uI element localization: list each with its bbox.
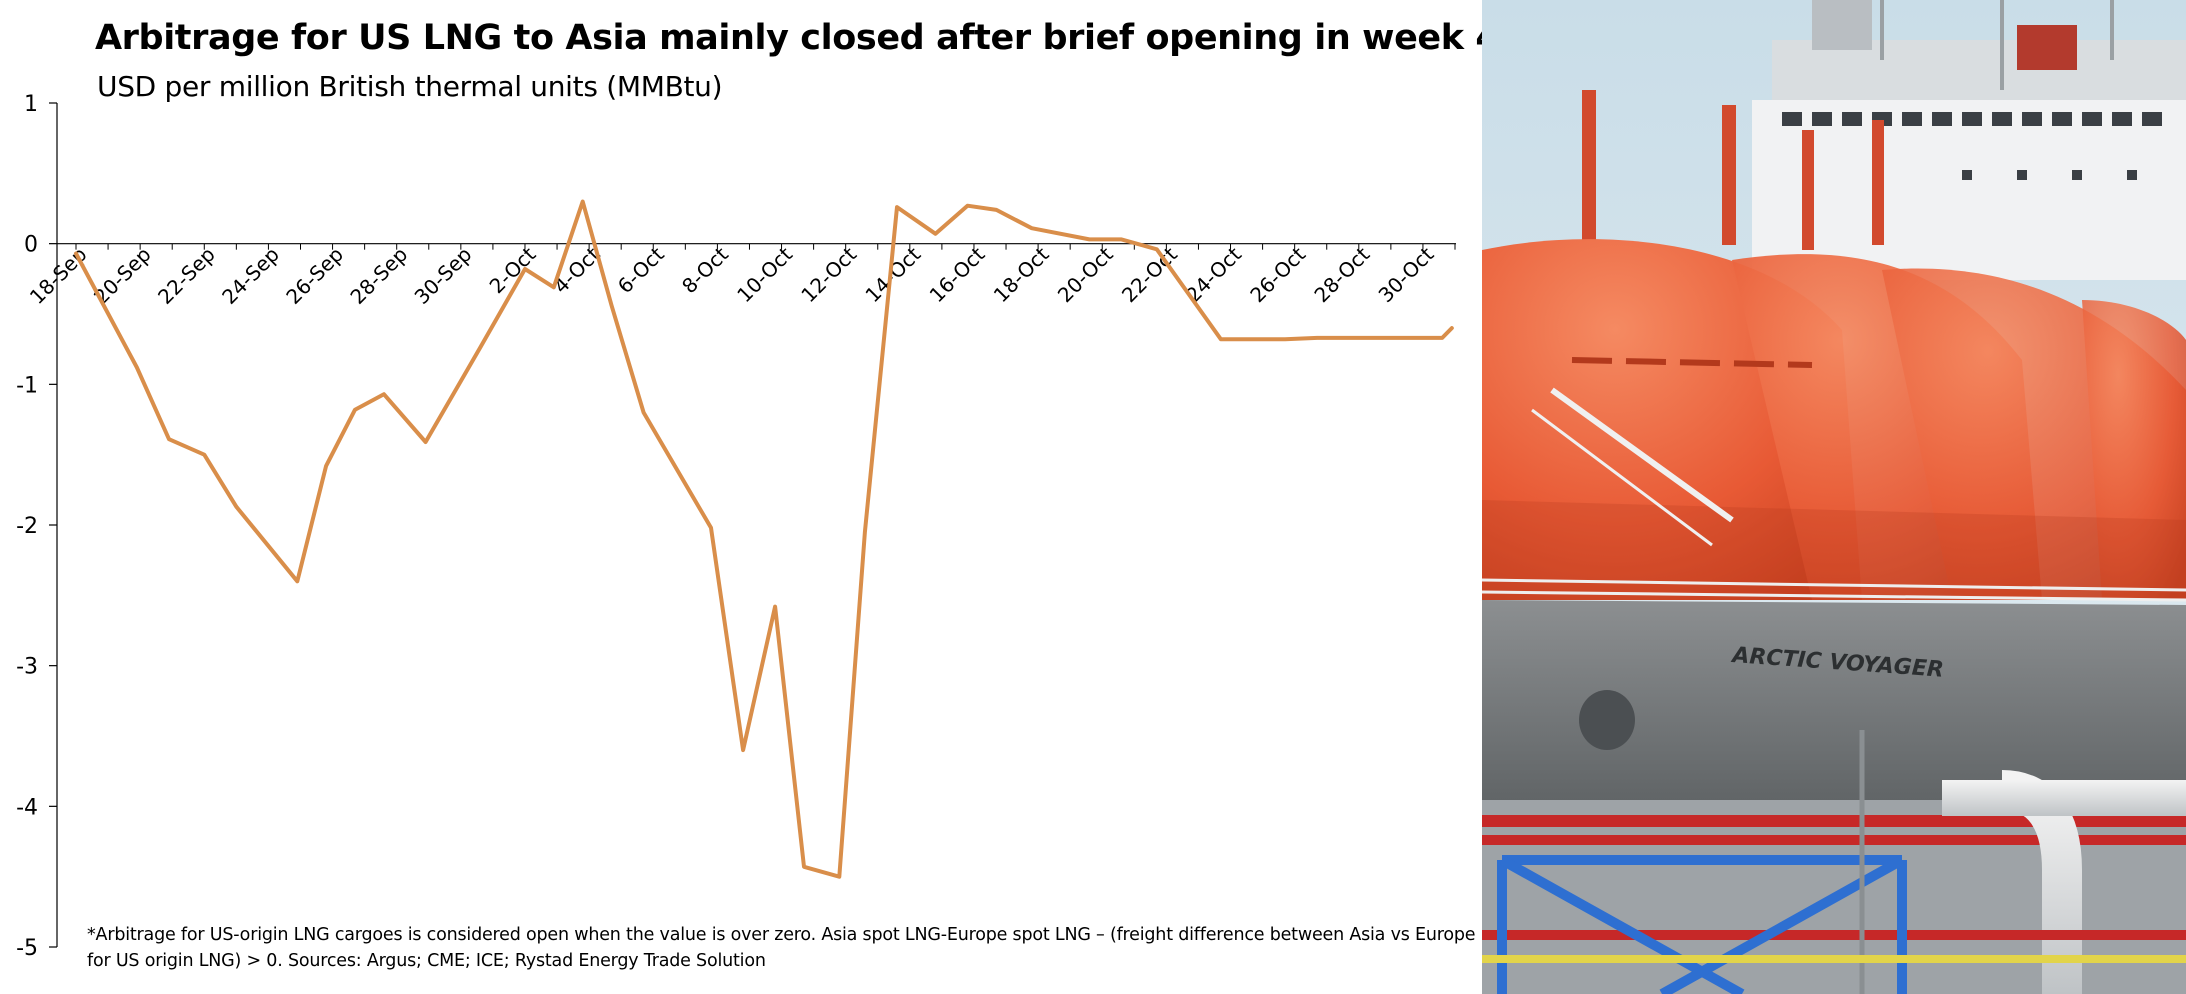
chart-subtitle: USD per million British thermal units (M… [97,70,723,103]
x-tick-label: 24-Sep [217,242,284,309]
x-tick-label: 6-Oct [613,242,669,298]
x-tick-label: 8-Oct [677,242,733,298]
y-tick-label: -2 [16,514,38,539]
series-line [74,199,1454,879]
x-tick-label: 22-Sep [153,242,220,309]
chart-title: Arbitrage for US LNG to Asia mainly clos… [95,18,1542,58]
chart-footnote: *Arbitrage for US-origin LNG cargoes is … [87,925,1476,971]
lng-ship-illustration: ARCTIC VOYAGER [1482,0,2186,994]
x-tick-label: 18-Oct [989,242,1054,307]
y-tick-label: -5 [16,936,38,961]
x-tick-label: 22-Oct [1117,242,1182,307]
x-tick-label: 28-Sep [346,242,413,309]
x-tick-label: 30-Sep [410,242,477,309]
x-tick-label: 12-Oct [796,242,861,307]
x-tick-label: 20-Oct [1053,242,1118,307]
y-tick-label: -1 [16,373,38,398]
x-tick-label: 26-Oct [1245,242,1310,307]
x-tick-label: 10-Oct [732,242,797,307]
line-chart: 10-1-2-3-4-518-Sep20-Sep22-Sep24-Sep26-S… [16,92,1456,961]
lng-carrier-photo: ARCTIC VOYAGER [1482,0,2186,994]
chart-area: 1 0 -1 -2 -3 -4 -5 18-Sep 20-Sep 22-Sep 24-Sep 26-S… [16,18,1542,971]
x-tick-label: 28-Oct [1309,242,1374,307]
y-tick-label: -3 [16,655,38,680]
y-tick-label: 0 [24,233,38,258]
x-tick-label: 16-Oct [925,242,990,307]
y-tick-label: 1 [24,92,38,117]
x-tick-label: 26-Sep [281,242,348,309]
x-tick-label: 30-Oct [1374,242,1439,307]
y-tick-label: -4 [16,795,38,820]
